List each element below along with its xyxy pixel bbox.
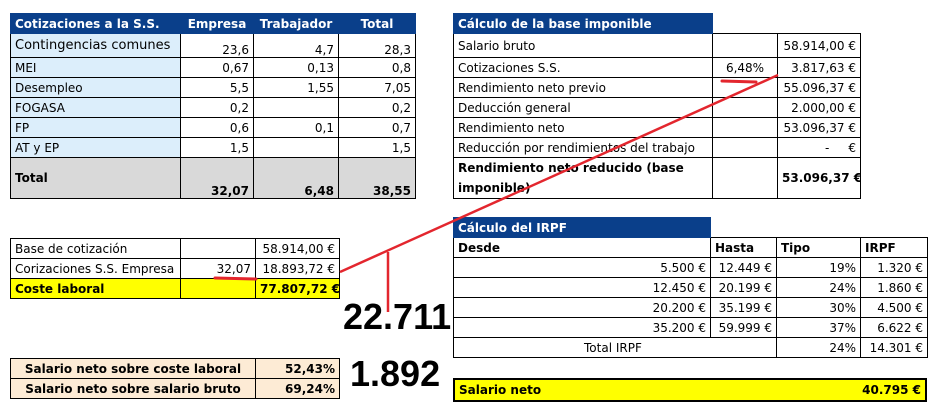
cell[interactable]: 3.817,63 € — [777, 57, 861, 78]
blank — [860, 217, 928, 238]
cell[interactable]: 40.795 € — [690, 378, 927, 402]
cell[interactable]: 2.000,00 € — [777, 97, 861, 118]
table-row: Contingencias comunes 23,6 4,7 28,3 — [10, 33, 416, 58]
blank — [712, 13, 778, 34]
annotation-underline — [720, 79, 758, 84]
cell[interactable]: 77.807,72 € — [255, 278, 340, 299]
cell[interactable]: 6,48% — [712, 57, 778, 78]
table-row: Salario bruto 58.914,00 € — [453, 33, 861, 58]
cell[interactable]: 12.450 € — [453, 277, 711, 298]
cell[interactable]: Contingencias comunes — [10, 33, 181, 58]
table-row: 35.200 €59.999 €37% 6.622 € — [453, 317, 928, 338]
cell[interactable]: Salario neto sobre coste laboral — [10, 358, 256, 379]
annotation-number: 1.892 — [350, 353, 441, 394]
cell[interactable]: 69,24% — [255, 378, 340, 399]
cell[interactable]: 28,3 — [338, 33, 416, 58]
total-row: Total 32,07 6,48 38,55 — [10, 157, 416, 199]
cell[interactable]: Salario neto — [453, 378, 690, 402]
table-row: Corizaciones S.S. Empresa 32,07 18.893,72 … — [10, 258, 340, 279]
table-row: FOGASA 0,2 0,2 — [10, 97, 416, 118]
cell[interactable] — [712, 157, 778, 199]
cell[interactable]: MEI — [10, 57, 181, 78]
cell[interactable] — [180, 278, 256, 299]
cell[interactable]: 0,2 — [338, 97, 416, 118]
coste-laboral-table: Base de cotización 58.914,00 € Corizacion… — [10, 238, 340, 299]
cell[interactable]: 7,05 — [338, 77, 416, 98]
salario-neto-table: Salario neto 40.795 € — [453, 378, 927, 402]
cell[interactable]: Deducción general — [453, 97, 713, 118]
section-title: Cálculo de la base imponible — [453, 13, 713, 34]
base-imponible-table: Cálculo de la base imponible Salario bru… — [453, 13, 861, 199]
table-row: Rendimiento neto previo 55.096,37 € — [453, 77, 861, 98]
cotizaciones-table: Cotizaciones a la S.S. Empresa Trabajador T… — [10, 13, 416, 199]
cell[interactable]: 6,48 — [253, 157, 339, 199]
table-row: Deducción general 2.000,00 € — [453, 97, 861, 118]
cell[interactable]: Total — [10, 157, 181, 199]
annotation-number: 22.711 — [343, 296, 452, 337]
cell[interactable]: 38,55 — [338, 157, 416, 199]
cell[interactable]: 23,6 — [180, 33, 254, 58]
table-row: 12.450 €20.199 €24% 1.860 € — [453, 277, 928, 298]
annotation-underline — [213, 276, 258, 281]
header: Desde — [453, 237, 711, 258]
cell[interactable]: Salario neto sobre salario bruto — [10, 378, 256, 399]
cell[interactable]: FP — [10, 117, 181, 138]
cell[interactable]: 1.320 € — [860, 257, 928, 278]
irpf-table: Cálculo del IRPF Desde Hasta Tipo IRPF 5.50… — [453, 217, 928, 358]
header: IRPF — [860, 237, 928, 258]
blank — [776, 217, 861, 238]
cell[interactable]: 12.449 € — [710, 257, 777, 278]
cell[interactable]: 55.096,37 € — [777, 77, 861, 98]
section-title: Cálculo del IRPF — [453, 217, 711, 238]
cell[interactable]: 5,5 — [180, 77, 254, 98]
cell[interactable] — [712, 33, 778, 58]
cell[interactable]: 35.200 € — [453, 317, 711, 338]
cell[interactable]: 1,5 — [180, 137, 254, 158]
cell[interactable]: 1.860 € — [860, 277, 928, 298]
annotation-line — [339, 73, 779, 274]
blank — [777, 13, 861, 34]
cell[interactable]: 20.200 € — [453, 297, 711, 318]
cell[interactable]: 53.096,37 € — [777, 157, 861, 199]
cell[interactable]: Base de cotización — [10, 238, 181, 259]
cell[interactable]: 37% — [776, 317, 861, 338]
total-row: Total IRPF 24% 14.301 € — [453, 337, 928, 358]
total-row: Coste laboral 77.807,72 € — [10, 278, 340, 299]
cell[interactable]: 52,43% — [255, 358, 340, 379]
cell[interactable]: 6.622 € — [860, 317, 928, 338]
blank — [710, 217, 777, 238]
cell[interactable]: Coste laboral — [10, 278, 181, 299]
total-row: Salario neto 40.795 € — [453, 378, 927, 402]
cell[interactable]: 32,07 — [180, 157, 254, 199]
cell[interactable]: Total IRPF — [453, 337, 777, 358]
table-row: FP 0,6 0,1 0,7 — [10, 117, 416, 138]
header: Empresa — [180, 13, 254, 34]
cell[interactable]: 24% — [776, 337, 861, 358]
table-row: MEI 0,67 0,13 0,8 — [10, 57, 416, 78]
cell[interactable]: 58.914,00 € — [777, 33, 861, 58]
cell[interactable]: 20.199 € — [710, 277, 777, 298]
table-row: Desempleo 5,5 1,55 7,05 — [10, 77, 416, 98]
cell[interactable]: 35.199 € — [710, 297, 777, 318]
cell[interactable]: Corizaciones S.S. Empresa — [10, 258, 181, 279]
cell[interactable]: 14.301 € — [860, 337, 928, 358]
header: Cotizaciones a la S.S. — [10, 13, 181, 34]
cell[interactable]: 58.914,00 € — [255, 238, 340, 259]
ratios-table: Salario neto sobre coste laboral 52,43% S… — [10, 358, 340, 399]
cell[interactable]: Desempleo — [10, 77, 181, 98]
table-row: Base de cotización 58.914,00 € — [10, 238, 340, 259]
table-row: Salario neto sobre coste laboral 52,43% — [10, 358, 340, 379]
table-row: AT y EP 1,5 1,5 — [10, 137, 416, 158]
table-row: Reducción por rendimientos del trabajo - … — [453, 137, 861, 158]
table-row: Salario neto sobre salario bruto 69,24% — [10, 378, 340, 399]
header: Trabajador — [253, 13, 339, 34]
